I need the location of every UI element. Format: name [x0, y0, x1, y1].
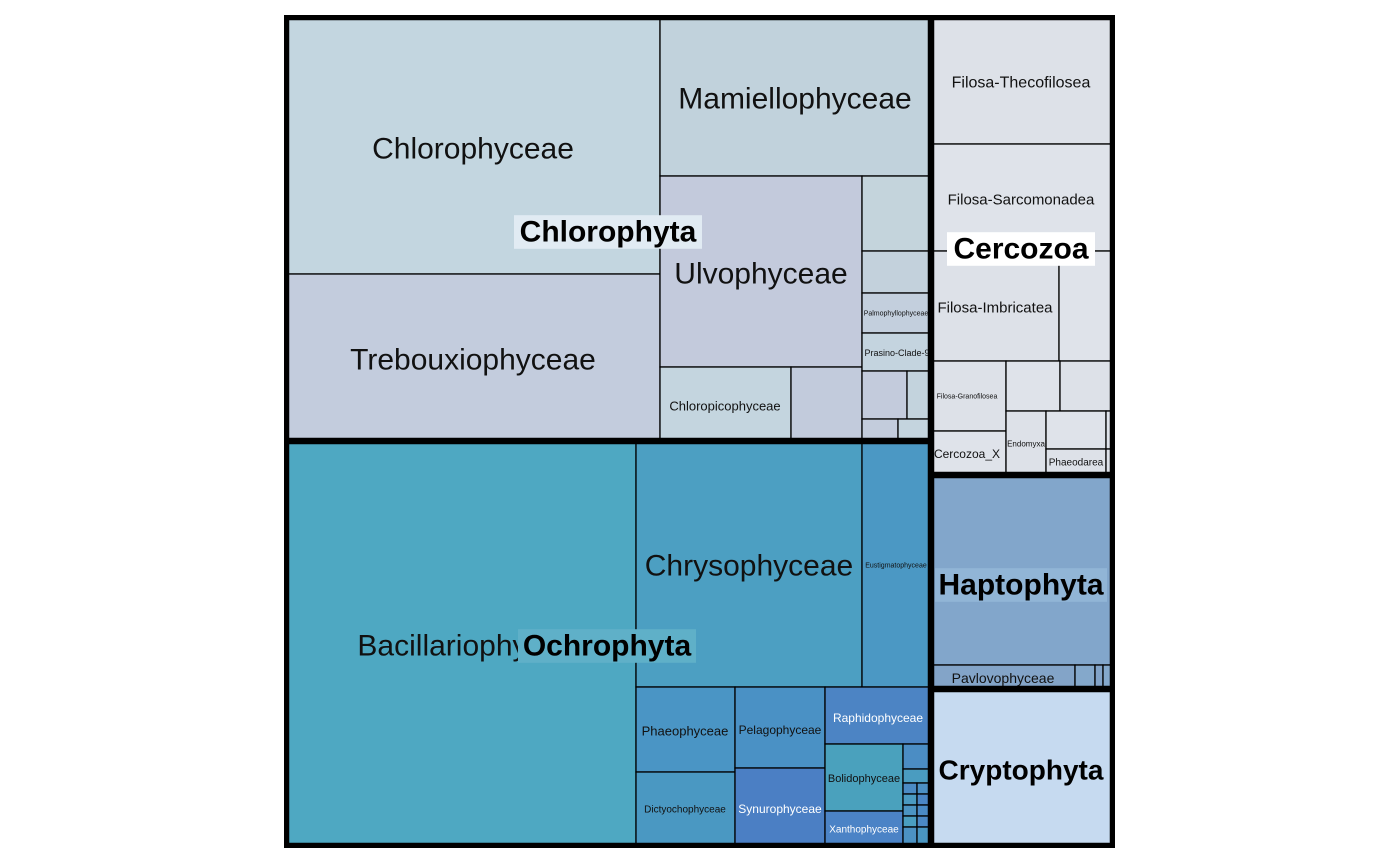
tile-xanthophyceae: [824, 810, 904, 846]
tile-cercozoa-unlabeled-3: [1059, 360, 1113, 412]
tile-label-prasino-clade-9: Prasino-Clade-9: [864, 348, 929, 358]
group-label-bg-haptophyta: [935, 568, 1107, 602]
tile-label-trebouxiophyceae: Trebouxiophyceae: [350, 344, 596, 377]
tile-label-pavlovophyceae: Pavlovophyceae: [952, 670, 1055, 686]
group-chlorophyta: [286, 17, 931, 441]
group-label-bg-ochrophyta: [518, 629, 696, 663]
tile-label-mamiellophyceae: Mamiellophyceae: [678, 83, 911, 116]
tile-cercozoa-unlabeled-2: [1005, 360, 1061, 412]
tile-haptophyta-unlabeled-2: [1094, 664, 1104, 689]
tile-label-phaeodarea: Phaeodarea: [1049, 458, 1104, 469]
tile-label-filosa-imbricatea: Filosa-Imbricatea: [937, 300, 1053, 317]
group-label-haptophyta: Haptophyta: [939, 569, 1104, 602]
tile-chlorophyta-unlabeled-2: [861, 175, 931, 252]
tile-ochrophyta-unlabeled-5: [902, 793, 918, 806]
tile-haptophyta-unlabeled-1: [1074, 664, 1096, 689]
tile-ochrophyta-unlabeled-3: [902, 782, 918, 795]
tile-chlorophyta-unlabeled-5: [906, 370, 931, 420]
tile-dictyochophyceae: [635, 771, 736, 846]
group-label-chlorophyta: Chlorophyta: [520, 216, 697, 249]
tile-cercozoa-unlabeled-1: [1058, 250, 1113, 362]
tile-label-dictyochophyceae: Dictyochophyceae: [644, 805, 726, 816]
tile-label-phaeophyceae: Phaeophyceae: [642, 724, 729, 739]
tile-ochrophyta-unlabeled-1: [902, 743, 931, 770]
tile-prasino-clade-9: [861, 332, 931, 372]
tile-label-ulvophyceae: Ulvophyceae: [674, 258, 847, 291]
tile-chlorophyta-unlabeled-4: [861, 370, 908, 420]
tile-label-cercozoa-x: Cercozoa_X: [934, 447, 1000, 461]
tile-ochrophyta-unlabeled-11: [902, 826, 918, 846]
tile-pelagophyceae: [734, 686, 826, 769]
group-label-cryptophyta: Cryptophyta: [939, 755, 1104, 786]
tile-label-filosa-thecofilosea: Filosa-Thecofilosea: [952, 75, 1091, 92]
tile-ochrophyta-unlabeled-9: [902, 815, 918, 828]
group-label-bg-cryptophyta: [936, 754, 1106, 786]
tile-eustigmatophyceae: [861, 441, 931, 688]
tile-label-raphidophyceae: Raphidophyceae: [833, 711, 923, 725]
tile-filosa-thecofilosea: [931, 17, 1113, 145]
tile-chlorophyta-unlabeled-6: [861, 418, 899, 441]
tile-cercozoa-unlabeled-4: [1045, 410, 1107, 450]
group-label-bg-chlorophyta: [514, 215, 702, 249]
tile-label-endomyxa: Endomyxa: [1007, 440, 1045, 449]
tile-ochrophyta-unlabeled-2: [902, 768, 931, 784]
tile-label-xanthophyceae: Xanthophyceae: [829, 825, 899, 836]
tile-chlorophyta-unlabeled-1: [790, 366, 863, 441]
tile-label-chlorophyceae: Chlorophyceae: [372, 133, 574, 166]
tile-label-eustigmatophyceae: Eustigmatophyceae: [865, 563, 927, 570]
tile-phaeophyceae: [635, 686, 736, 773]
tile-ochrophyta-unlabeled-7: [902, 804, 918, 817]
group-label-cercozoa: Cercozoa: [953, 233, 1088, 266]
tile-cercozoa-x: [931, 430, 1007, 475]
tile-synurophyceae: [734, 767, 826, 846]
tile-endomyxa: [1005, 410, 1047, 475]
tile-label-synurophyceae: Synurophyceae: [738, 802, 822, 816]
tile-ulvophyceae: [659, 175, 863, 368]
tile-chlorophyta-unlabeled-7: [897, 418, 931, 441]
tile-chlorophyta-unlabeled-3: [861, 250, 931, 294]
tile-label-filosa-granofilosea: Filosa-Granofilosea: [937, 394, 998, 401]
tile-label-filosa-sarcomonadea: Filosa-Sarcomonadea: [948, 192, 1095, 209]
group-label-bg-cercozoa: [947, 232, 1095, 266]
tile-label-pelagophyceae: Pelagophyceae: [739, 723, 822, 737]
group-label-ochrophyta: Ochrophyta: [523, 630, 692, 663]
tile-label-chloropicophyceae: Chloropicophyceae: [669, 399, 780, 414]
tile-trebouxiophyceae: [286, 273, 661, 441]
tile-label-palmophyllophyceae: Palmophyllophyceae: [864, 311, 929, 318]
tile-label-bolidophyceae: Bolidophyceae: [828, 773, 900, 785]
treemap-outer-frame: [284, 15, 1115, 848]
tile-raphidophyceae: [824, 686, 931, 745]
tile-label-chrysophyceae: Chrysophyceae: [645, 550, 853, 583]
